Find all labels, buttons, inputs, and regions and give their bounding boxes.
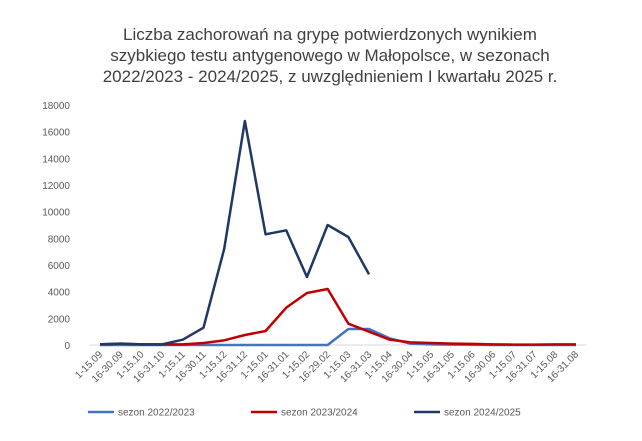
y-tick-label: 10000: [42, 208, 70, 219]
legend-label: sezon 2024/2025: [444, 408, 521, 419]
y-tick-label: 14000: [42, 154, 70, 165]
series-line: [99, 119, 371, 346]
series-line: [99, 287, 576, 346]
y-tick-label: 18000: [42, 101, 70, 112]
y-tick-label: 4000: [48, 288, 71, 299]
y-tick-label: 12000: [42, 181, 70, 192]
legend-label: sezon 2022/2023: [118, 408, 195, 419]
y-tick-label: 8000: [48, 234, 71, 245]
y-tick-label: 2000: [48, 314, 71, 325]
y-tick-label: 0: [64, 341, 70, 352]
chart-title: Liczba zachorowań na grypę potwierdzonyc…: [123, 25, 537, 44]
y-tick-label: 16000: [42, 128, 70, 139]
chart-title: 2022/2023 - 2024/2025, z uwzględnieniem …: [103, 67, 558, 86]
legend-label: sezon 2023/2024: [281, 408, 358, 419]
chart-title: szybkiego testu antygenowego w Małopolsc…: [110, 46, 549, 65]
y-tick-label: 6000: [48, 261, 71, 272]
